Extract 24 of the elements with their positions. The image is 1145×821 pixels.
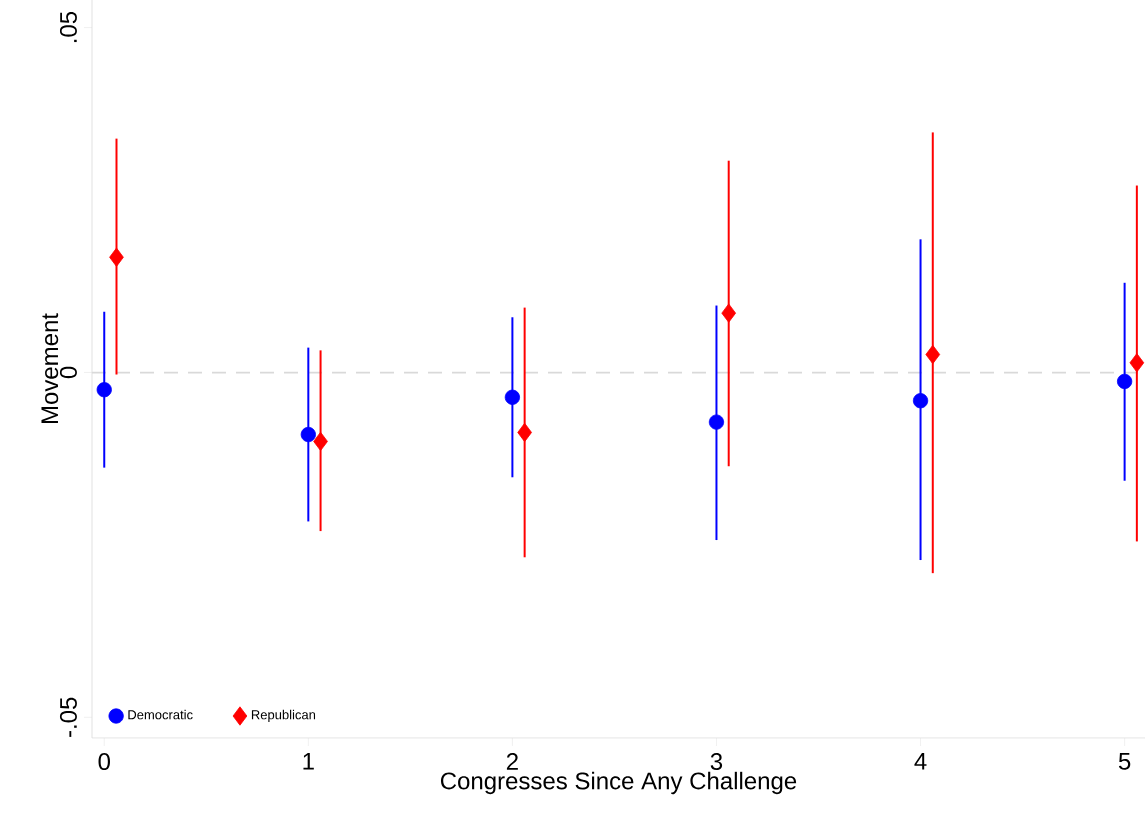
y-tick-label: 0 xyxy=(59,366,77,379)
y-axis-title: Movement xyxy=(41,313,59,424)
x-tick-label: 3 xyxy=(710,753,723,771)
point xyxy=(721,303,737,323)
point xyxy=(504,389,520,405)
point xyxy=(96,382,112,398)
point xyxy=(708,414,725,430)
point xyxy=(925,344,941,365)
y-tick-label: -.05 xyxy=(59,697,77,737)
x-tick-label: 2 xyxy=(506,753,518,770)
y-tick-label: .05 xyxy=(59,11,77,43)
x-tick-label: 0 xyxy=(98,753,110,771)
x-tick-label: 1 xyxy=(303,753,314,770)
point xyxy=(313,431,328,452)
x-tick-label: 5 xyxy=(1118,753,1131,770)
point xyxy=(1117,373,1133,390)
point xyxy=(912,393,929,409)
point xyxy=(109,247,124,267)
legend-label: Republican xyxy=(251,709,316,722)
point xyxy=(517,422,532,443)
point xyxy=(300,426,316,443)
x-tick-label: 4 xyxy=(914,753,927,770)
x-axis-title: Congresses Since Any Challenge xyxy=(440,771,797,795)
legend-label: Democratic xyxy=(128,709,193,720)
